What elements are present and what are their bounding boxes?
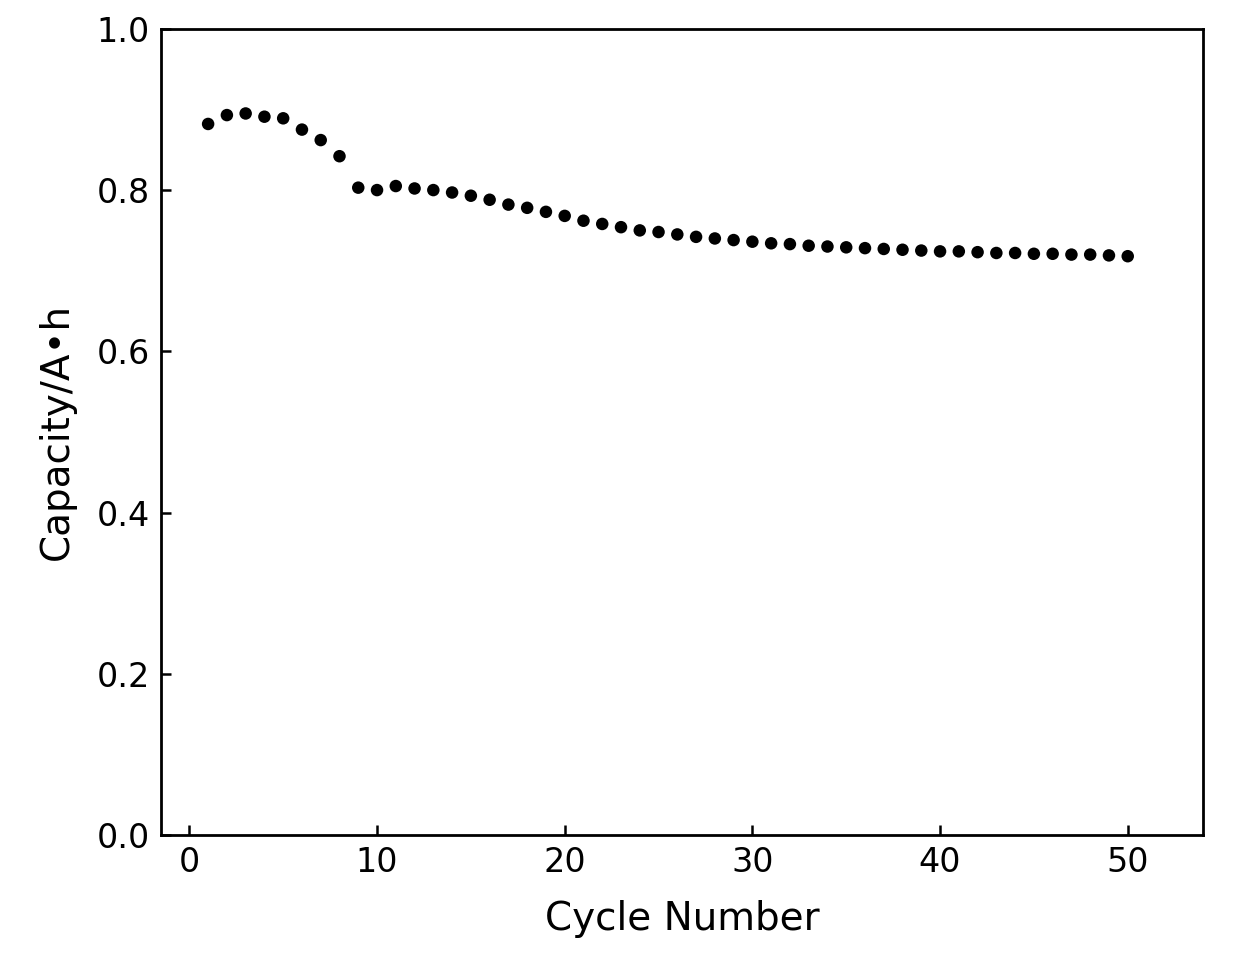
Point bbox=[593, 216, 613, 231]
Point bbox=[423, 182, 443, 198]
Point bbox=[874, 241, 894, 256]
Point bbox=[1080, 247, 1100, 262]
Point bbox=[704, 230, 724, 246]
Point bbox=[367, 182, 387, 198]
Point bbox=[743, 234, 763, 250]
Point bbox=[649, 225, 668, 240]
Point bbox=[1117, 249, 1137, 264]
Point bbox=[386, 179, 405, 194]
Point bbox=[1006, 246, 1025, 261]
Point bbox=[311, 132, 331, 148]
Point bbox=[817, 239, 837, 254]
Point bbox=[574, 213, 594, 228]
Point bbox=[404, 180, 424, 196]
Point bbox=[911, 243, 931, 258]
Point bbox=[443, 185, 463, 201]
Point bbox=[780, 236, 800, 252]
Point bbox=[517, 200, 537, 215]
Point bbox=[348, 180, 368, 195]
Point bbox=[761, 235, 781, 251]
Point bbox=[930, 244, 950, 259]
Point bbox=[967, 245, 987, 260]
Point bbox=[236, 106, 255, 121]
Point bbox=[686, 229, 706, 245]
Point bbox=[536, 204, 556, 220]
Point bbox=[667, 227, 687, 242]
Point bbox=[1043, 246, 1063, 261]
Point bbox=[987, 246, 1007, 261]
Point bbox=[498, 197, 518, 212]
Point bbox=[799, 238, 818, 253]
Point bbox=[330, 149, 350, 164]
Point bbox=[1024, 246, 1044, 261]
Point bbox=[254, 109, 274, 125]
Y-axis label: Capacity/A•h: Capacity/A•h bbox=[38, 303, 76, 561]
Point bbox=[630, 223, 650, 238]
Point bbox=[480, 192, 500, 207]
Point bbox=[856, 240, 875, 255]
Point bbox=[554, 208, 574, 224]
Point bbox=[1099, 248, 1118, 263]
X-axis label: Cycle Number: Cycle Number bbox=[544, 900, 820, 938]
Point bbox=[949, 244, 968, 259]
Point bbox=[1061, 247, 1081, 262]
Point bbox=[836, 240, 856, 255]
Point bbox=[461, 188, 481, 204]
Point bbox=[198, 116, 218, 132]
Point bbox=[893, 242, 913, 257]
Point bbox=[217, 108, 237, 123]
Point bbox=[273, 110, 293, 126]
Point bbox=[724, 232, 744, 248]
Point bbox=[293, 122, 312, 137]
Point bbox=[611, 220, 631, 235]
